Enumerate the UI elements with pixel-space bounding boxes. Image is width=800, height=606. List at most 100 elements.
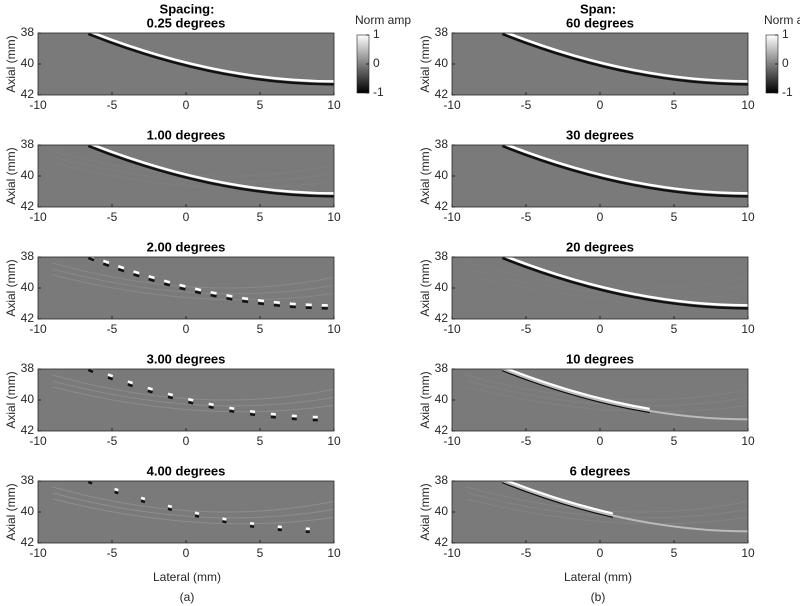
wavefront <box>87 145 334 198</box>
caption: (a) <box>180 590 195 604</box>
wavefront-bright <box>504 369 650 411</box>
wavefront <box>501 33 748 86</box>
y-tick-label: 42 <box>435 311 449 325</box>
x-tick-label: 5 <box>671 434 678 448</box>
x-tick-label: -10 <box>29 546 47 560</box>
x-tick-label: 10 <box>327 98 341 112</box>
wavefront-dark <box>87 257 334 310</box>
x-tick-label: 5 <box>671 322 678 336</box>
y-tick-label: 42 <box>21 535 35 549</box>
y-tick-label: 38 <box>21 361 35 375</box>
y-tick-label: 42 <box>21 199 35 213</box>
y-tick-label: 40 <box>435 56 449 70</box>
side-lobe <box>52 498 334 525</box>
y-tick-label: 42 <box>21 311 35 325</box>
x-tick-label: 0 <box>597 210 604 224</box>
side-lobe <box>52 162 334 189</box>
chart-title: 3.00 degrees <box>147 351 226 366</box>
y-axis-label: Axial (mm) <box>418 259 432 316</box>
y-tick-label: 38 <box>435 361 449 375</box>
side-lobe <box>52 374 334 401</box>
x-tick-label: 5 <box>257 434 264 448</box>
y-tick-label: 42 <box>435 87 449 101</box>
side-lobe <box>52 150 334 177</box>
image-background <box>452 145 748 207</box>
image <box>38 481 334 543</box>
x-tick-label: 10 <box>741 210 755 224</box>
wavefront-dark <box>501 145 748 198</box>
x-tick-label: -5 <box>107 546 118 560</box>
colorbar-label: Norm amp <box>355 13 411 27</box>
caption: (b) <box>591 590 606 604</box>
side-lobe <box>52 262 334 289</box>
chart-title: 4.00 degrees <box>147 463 226 478</box>
image-background <box>452 257 748 319</box>
x-tick-label: 10 <box>741 98 755 112</box>
y-axis-label: Axial (mm) <box>418 147 432 204</box>
image-background <box>38 369 334 431</box>
x-tick-label: -10 <box>443 322 461 336</box>
side-lobe <box>52 380 334 407</box>
wavefront-tail <box>501 481 748 533</box>
x-tick-label: 0 <box>183 546 190 560</box>
y-tick-label: 40 <box>21 392 35 406</box>
wavefront <box>501 257 748 310</box>
x-tick-label: 0 <box>183 98 190 112</box>
colorbar-tick-label: 0 <box>782 56 789 70</box>
wavefront-dark <box>87 33 334 86</box>
image-background <box>452 33 748 95</box>
x-tick-label: 0 <box>183 322 190 336</box>
y-tick-label: 40 <box>21 56 35 70</box>
wavefront-bright <box>90 257 334 307</box>
chart-title: 20 degrees <box>566 239 634 254</box>
y-tick-label: 38 <box>21 473 35 487</box>
colorbar-tick-label: -1 <box>373 85 384 99</box>
y-tick-label: 40 <box>435 504 449 518</box>
chart-title: 30 degrees <box>566 127 634 142</box>
wavefront-bright <box>504 257 748 307</box>
x-tick-label: -5 <box>521 434 532 448</box>
image <box>452 145 748 207</box>
wavefront <box>87 257 334 310</box>
chart-title: 6 degrees <box>570 463 631 478</box>
image <box>38 33 334 95</box>
x-tick-label: 10 <box>327 322 341 336</box>
chart-title: 2.00 degrees <box>147 239 226 254</box>
x-tick-label: -5 <box>107 322 118 336</box>
x-tick-label: -5 <box>521 546 532 560</box>
x-tick-label: 5 <box>671 98 678 112</box>
x-tick-label: -10 <box>29 98 47 112</box>
x-tick-label: -5 <box>521 322 532 336</box>
y-tick-label: 42 <box>435 199 449 213</box>
colorbar-tick-label: -1 <box>782 85 793 99</box>
x-tick-label: 10 <box>741 546 755 560</box>
side-lobe <box>466 498 748 525</box>
column-title: Span: <box>580 1 616 16</box>
side-lobe <box>52 486 334 513</box>
wavefront <box>501 145 748 198</box>
y-axis-label: Axial (mm) <box>4 35 18 92</box>
colorbar-tick-label: 1 <box>782 27 789 41</box>
y-tick-label: 38 <box>435 137 449 151</box>
y-axis-label: Axial (mm) <box>4 371 18 428</box>
image <box>452 369 748 431</box>
wavefront-dark <box>501 33 748 86</box>
chart-title: 0.25 degrees <box>147 15 226 30</box>
image-background <box>38 481 334 543</box>
x-tick-label: 10 <box>327 210 341 224</box>
y-tick-label: 40 <box>435 168 449 182</box>
x-tick-label: -10 <box>443 210 461 224</box>
y-tick-label: 40 <box>21 504 35 518</box>
image <box>38 145 334 207</box>
colorbar-tick-label: 1 <box>373 27 380 41</box>
colorbar-tick-label: 0 <box>373 56 380 70</box>
x-tick-label: -10 <box>443 546 461 560</box>
chart-title: 1.00 degrees <box>147 127 226 142</box>
x-tick-label: -10 <box>29 434 47 448</box>
side-lobe <box>466 486 748 513</box>
image-background <box>38 257 334 319</box>
x-tick-label: 0 <box>183 210 190 224</box>
image <box>452 257 748 319</box>
x-tick-label: -5 <box>107 210 118 224</box>
x-tick-label: 10 <box>327 434 341 448</box>
